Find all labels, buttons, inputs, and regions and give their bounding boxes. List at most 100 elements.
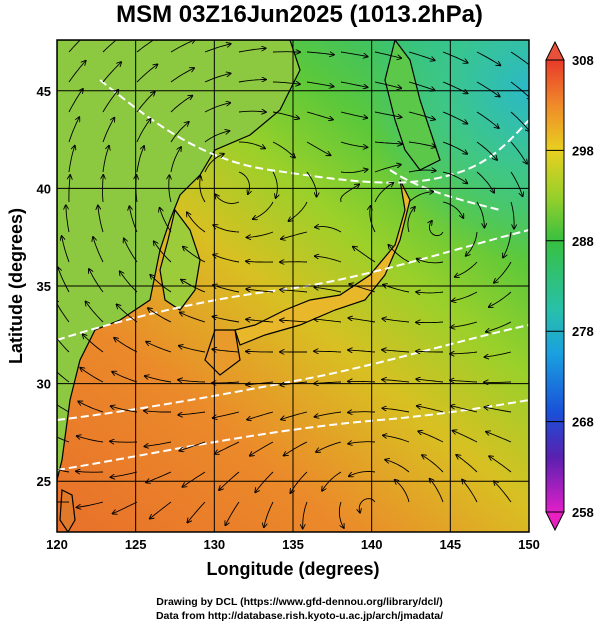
x-tick-label: 120 — [46, 537, 68, 552]
streamline-arrow — [68, 40, 81, 53]
streamline-arrow — [272, 171, 277, 198]
streamline-arrow — [187, 212, 206, 233]
streamline-arrow — [348, 442, 376, 444]
streamline-arrow — [315, 411, 342, 417]
streamline-arrow — [408, 111, 435, 120]
streamline-arrow — [98, 206, 104, 233]
streamline-arrow — [93, 237, 104, 263]
streamline-arrow — [408, 81, 435, 90]
streamline-arrow — [429, 221, 444, 237]
streamline-arrow — [146, 342, 172, 353]
streamline-arrow — [213, 225, 240, 233]
x-tick-label: 140 — [361, 537, 383, 552]
streamline-arrow — [416, 322, 444, 323]
streamline-arrow — [348, 350, 376, 352]
streamline-arrow — [417, 259, 444, 264]
streamline-arrow — [136, 92, 155, 113]
x-tick-label: 125 — [125, 537, 147, 552]
streamline-arrow — [182, 471, 206, 487]
streamline-arrow — [170, 147, 181, 173]
streamline-arrow — [78, 401, 104, 413]
streamline-arrow — [306, 111, 333, 120]
credit-dcl: Drawing by DCL (https://www.gfd-dennou.o… — [156, 596, 443, 608]
streamline-arrow — [111, 471, 138, 477]
streamline-arrow — [340, 169, 368, 172]
streamline-arrow — [170, 96, 192, 113]
streamline-arrow — [238, 48, 266, 53]
streamline-arrow — [102, 90, 118, 113]
streamline-arrow — [340, 111, 367, 118]
streamline-arrow — [77, 501, 104, 507]
streamline-arrow — [117, 304, 138, 323]
streamline-arrow — [416, 351, 443, 352]
lat-lon-grid — [57, 40, 529, 532]
streamline-arrow — [408, 141, 436, 147]
credit-data-source: Data from http://database.rish.kyoto-u.a… — [155, 610, 444, 622]
streamline-arrow — [102, 40, 117, 53]
y-tick-label: 40 — [37, 181, 51, 196]
streamline-arrow — [136, 64, 157, 83]
streamline-arrow — [510, 141, 527, 164]
streamline-arrow — [510, 171, 523, 196]
streamline-arrow — [57, 436, 70, 443]
streamline-arrow — [510, 111, 529, 131]
streamline-arrow — [246, 289, 274, 293]
streamline-arrow — [374, 51, 401, 58]
streamline-arrow — [204, 73, 231, 83]
streamline-arrow — [442, 81, 468, 93]
streamline-arrow — [422, 455, 444, 473]
streamline-arrow — [455, 261, 478, 277]
colorbar-tick-label: 268 — [572, 415, 594, 430]
streamline-arrow — [89, 269, 104, 293]
streamline-arrow — [340, 81, 368, 87]
streamline-arrow — [102, 118, 114, 143]
colorbar-tick-label: 298 — [572, 143, 594, 158]
streamline-arrow — [204, 131, 229, 143]
streamline-arrow — [68, 117, 79, 143]
streamline-arrow — [246, 351, 273, 352]
streamline-arrow — [486, 321, 512, 332]
streamline-arrow — [374, 165, 401, 173]
x-tick-labels: 120 125 130 135 140 145 150 — [46, 537, 540, 552]
y-tick-label: 45 — [37, 84, 51, 99]
streamline-arrow — [180, 312, 206, 323]
streamline-arrow — [264, 501, 274, 527]
streamline-arrow — [340, 51, 368, 57]
streamline-arrow — [416, 379, 444, 383]
streamline-arrow — [238, 80, 266, 83]
streamline-arrow — [102, 146, 109, 173]
streamline-arrow — [58, 267, 70, 293]
streamline-arrow — [340, 184, 360, 203]
y-tick-label: 30 — [37, 377, 51, 392]
streamline-arrow — [510, 201, 514, 229]
streamline-arrow — [374, 111, 402, 117]
streamline-arrow — [288, 201, 308, 221]
streamline-arrow — [80, 368, 104, 383]
streamline-arrow — [476, 141, 497, 160]
streamline-arrow — [215, 194, 240, 204]
streamline-arrow — [187, 501, 206, 523]
streamline-arrow — [144, 441, 172, 446]
chart-title: MSM 03Z16Jun2025 (1013.2hPa) — [116, 1, 483, 28]
streamline-arrow — [374, 81, 401, 88]
streamline-arrow — [281, 231, 308, 239]
streamline-arrow — [170, 122, 189, 143]
streamline-arrow — [68, 61, 86, 83]
streamline-arrow — [322, 471, 342, 491]
streamline-arrow — [144, 411, 171, 412]
streamline-arrow — [212, 382, 240, 383]
streamline-arrow — [57, 501, 70, 503]
streamline-arrow — [484, 407, 512, 413]
y-tick-labels: 25 30 35 40 45 — [37, 84, 51, 489]
streamline-arrow — [183, 247, 206, 263]
streamline-arrow — [442, 171, 467, 183]
streamline-arrow — [453, 431, 478, 443]
streamline-arrow — [111, 406, 138, 413]
streamline-arrow — [383, 435, 410, 443]
sakhalin-hokkaido — [384, 40, 441, 171]
streamline-arrow — [68, 146, 75, 173]
x-tick-label: 135 — [282, 537, 304, 552]
streamline-arrow — [246, 261, 274, 262]
streamline-arrow — [476, 201, 484, 228]
